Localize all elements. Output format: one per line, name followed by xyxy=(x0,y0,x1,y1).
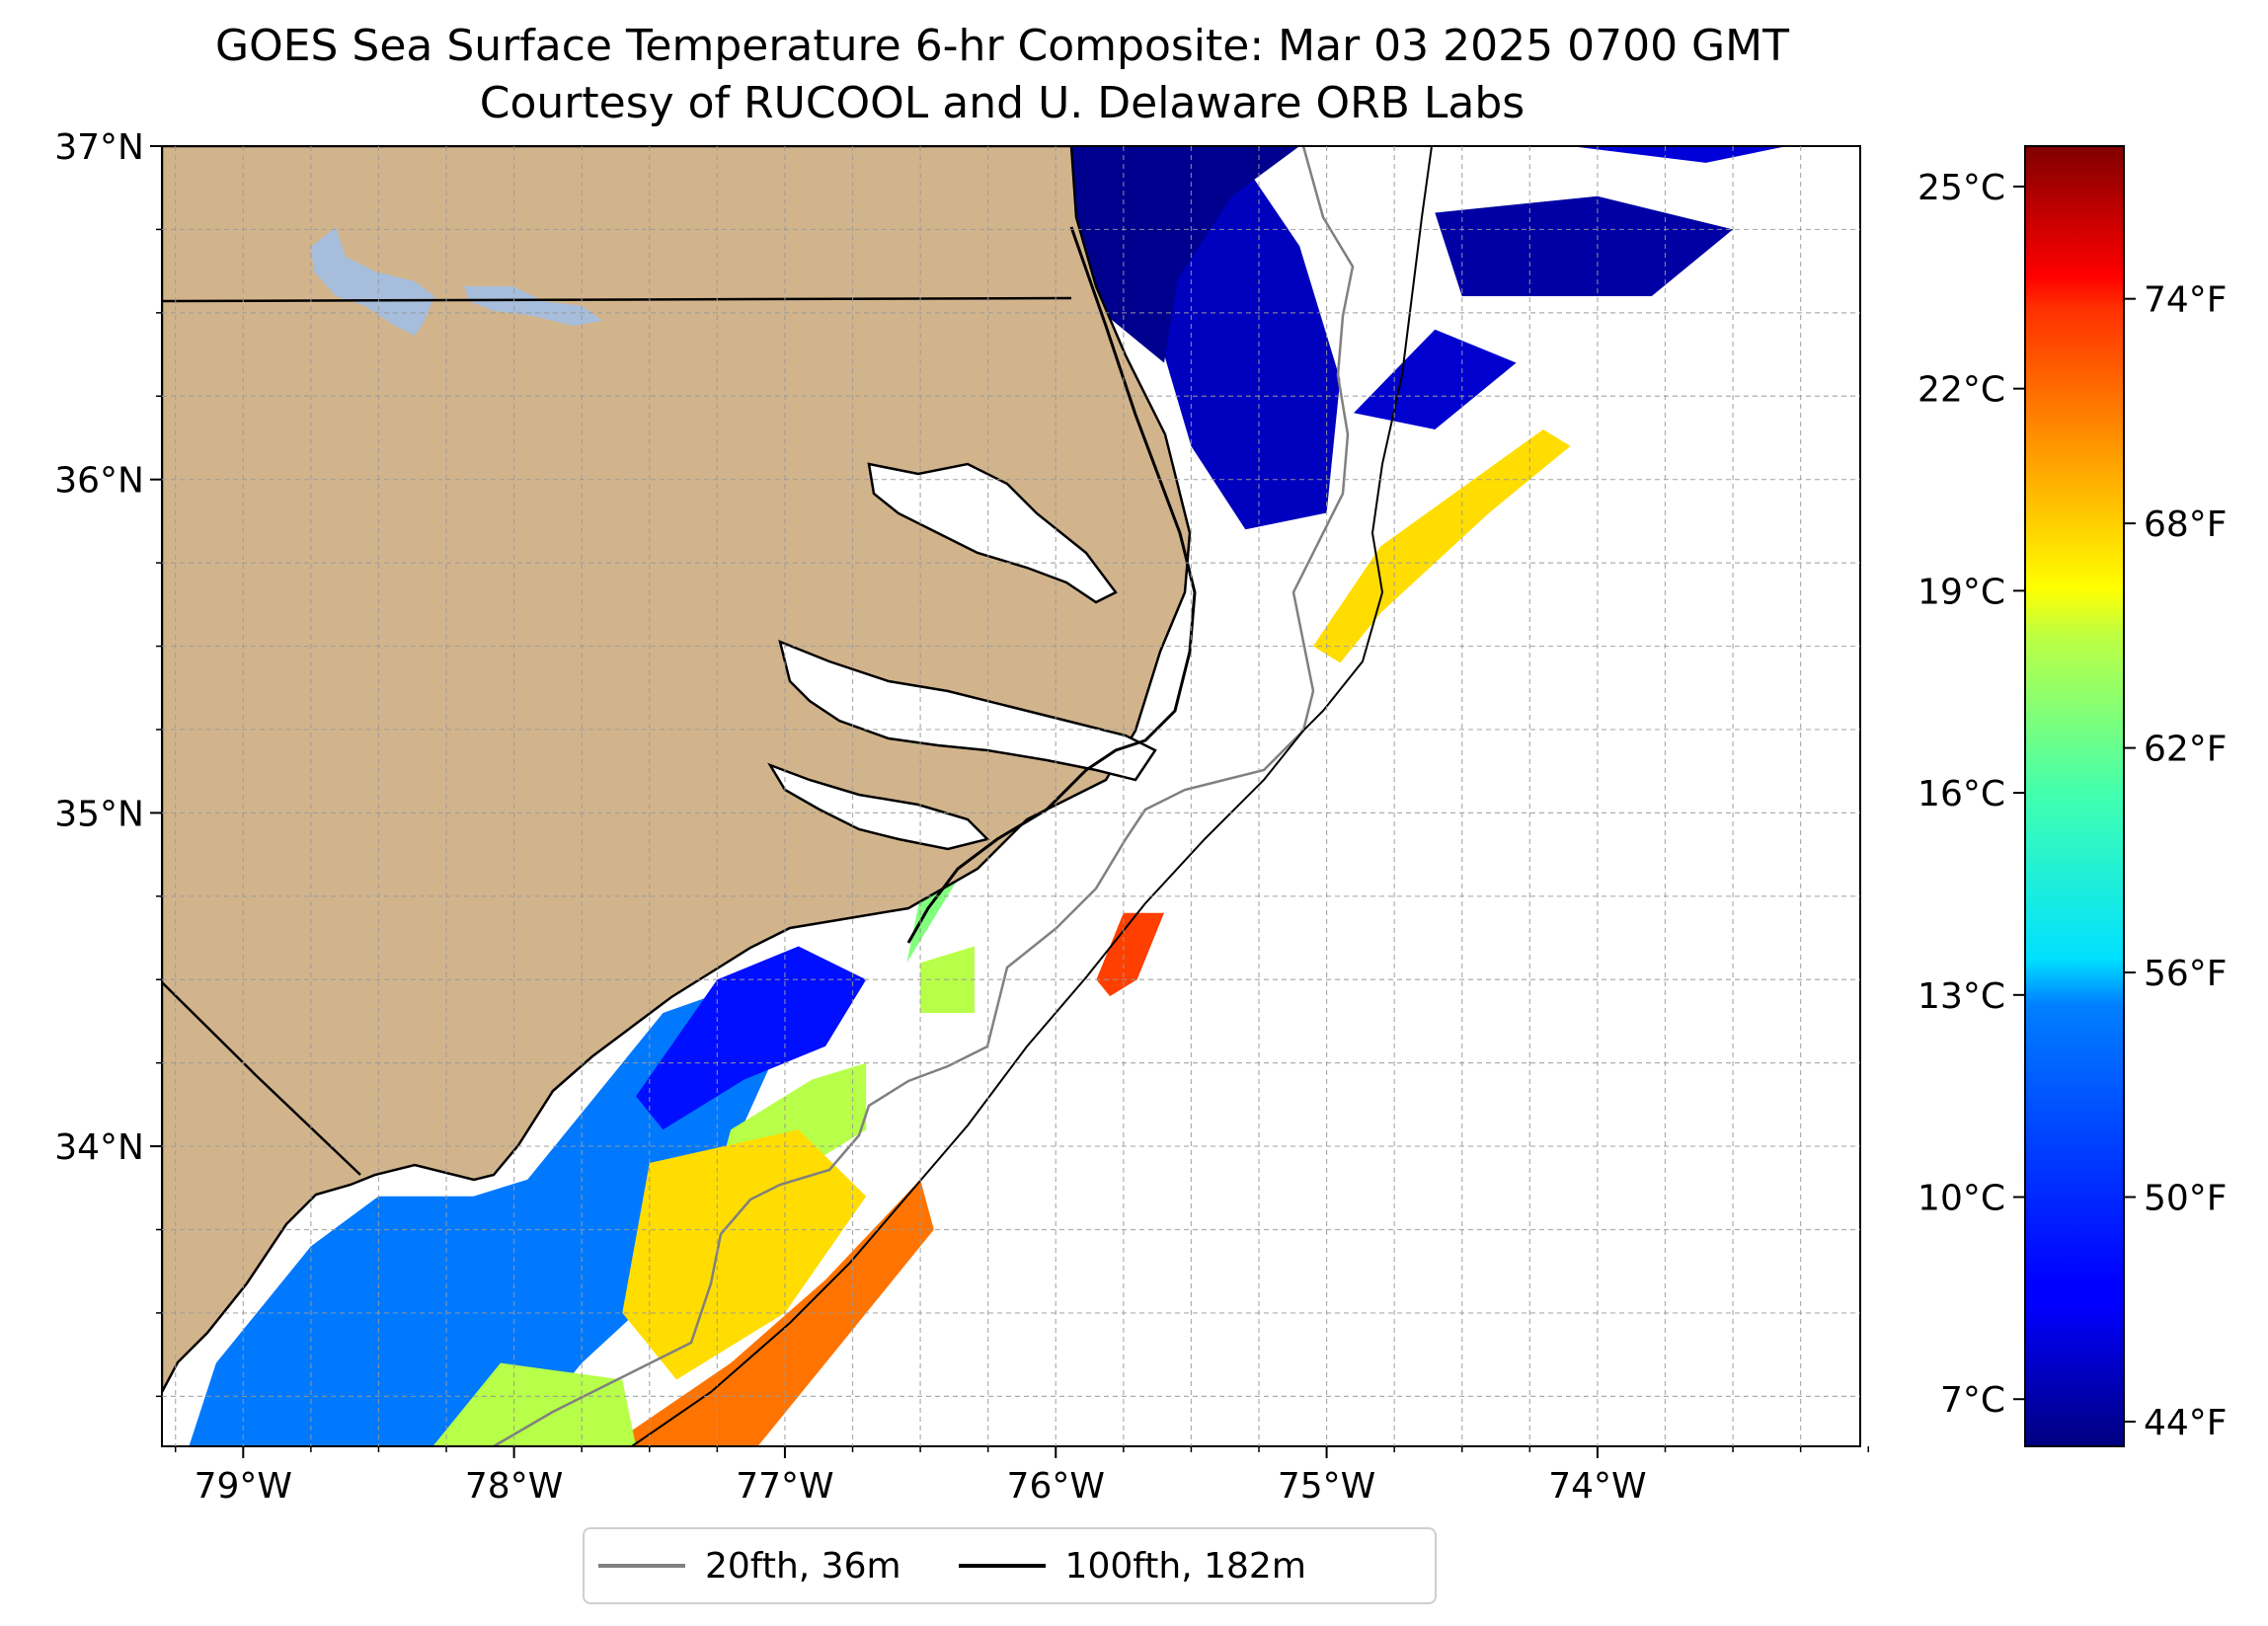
legend-item-20fth: 20fth, 36m xyxy=(598,1546,901,1587)
colorbar-c-label: 7°C xyxy=(1940,1380,2005,1421)
lake-gaston xyxy=(311,227,434,336)
lon-tick-label: 78°W xyxy=(465,1466,563,1507)
lon-tick-label: 74°W xyxy=(1548,1466,1646,1507)
colorbar-c-label: 22°C xyxy=(1917,370,2005,411)
legend-swatch-20fth xyxy=(598,1564,685,1568)
legend-label-20fth: 20fth, 36m xyxy=(705,1545,901,1587)
colorbar-f-label: 56°F xyxy=(2144,954,2228,994)
colorbar-f-label: 44°F xyxy=(2144,1403,2228,1443)
map-frame xyxy=(161,145,1861,1447)
isobath-100fth xyxy=(631,146,1433,1446)
chart-title: GOES Sea Surface Temperature 6-hr Compos… xyxy=(214,21,1789,71)
lon-tick-label: 77°W xyxy=(736,1466,833,1507)
outer-banks xyxy=(906,226,1197,944)
sst-region-gulfstream-spot xyxy=(1096,912,1164,997)
albemarle-sound xyxy=(867,462,1118,604)
lat-tick-label: 34°N xyxy=(54,1127,144,1168)
gridlines xyxy=(162,146,1860,1446)
colorbar-c-label: 13°C xyxy=(1917,976,2005,1017)
colorbar-f-label: 74°F xyxy=(2144,280,2228,321)
colorbar xyxy=(2024,145,2125,1447)
legend-item-100fth: 100fth, 182m xyxy=(958,1545,1306,1587)
lat-tick-label: 36°N xyxy=(54,461,144,502)
chart-subtitle: Courtesy of RUCOOL and U. Delaware ORB L… xyxy=(479,78,1525,128)
sst-region-onslow-bay-west xyxy=(636,946,867,1130)
map-axes: 37°N 36°N 35°N 34°N 79°W 78°W 77°W 76°W 75°W 74°W xyxy=(54,127,1869,1507)
lon-tick-label: 79°W xyxy=(195,1466,292,1507)
state-line-nc-sc xyxy=(162,981,361,1176)
isobath-legend: 20fth, 36m 100fth, 182m xyxy=(583,1527,1437,1604)
isobath-20fth xyxy=(493,146,1355,1446)
colorbar-ticks: 7°C 10°C 13°C 16°C 19°C 22°C 25°C 44°F 50°F 56°F 6… xyxy=(1917,168,2227,1443)
lon-tick-label: 76°W xyxy=(1007,1466,1105,1507)
legend-swatch-100fth xyxy=(958,1564,1046,1568)
bathymetry-contours xyxy=(493,146,1433,1446)
colorbar-c-label: 19°C xyxy=(1917,572,2005,612)
colorbar-f-label: 68°F xyxy=(2144,504,2228,545)
sst-region-gulfstream-south xyxy=(608,1179,934,1446)
land-mainland xyxy=(162,146,1192,1393)
neuse-estuary xyxy=(767,762,990,851)
state-line-va-nc xyxy=(162,296,1072,303)
pamlico-sound xyxy=(778,639,1157,782)
colorbar-c-label: 25°C xyxy=(1917,168,2005,208)
colorbar-c-label: 16°C xyxy=(1917,774,2005,814)
colorbar-f-label: 62°F xyxy=(2144,730,2228,770)
sst-region-mid-atlantic-north xyxy=(1028,146,1300,363)
land-layer xyxy=(162,146,1197,1393)
lat-tick-label: 35°N xyxy=(54,794,144,834)
lat-tick-label: 37°N xyxy=(54,127,144,168)
sst-region-cape-fear-mid xyxy=(622,1129,867,1380)
lake-kerr xyxy=(464,286,602,326)
lon-tick-label: 75°W xyxy=(1278,1466,1375,1507)
legend-label-100fth: 100fth, 182m xyxy=(1064,1545,1306,1587)
sst-region-offshore-blue xyxy=(1435,195,1734,296)
sst-region-offshore-yellow xyxy=(1312,429,1571,663)
colorbar-f-label: 50°F xyxy=(2144,1179,2228,1219)
colorbar-c-label: 10°C xyxy=(1917,1179,2005,1219)
sst-region-long-bay-south xyxy=(432,1362,637,1446)
